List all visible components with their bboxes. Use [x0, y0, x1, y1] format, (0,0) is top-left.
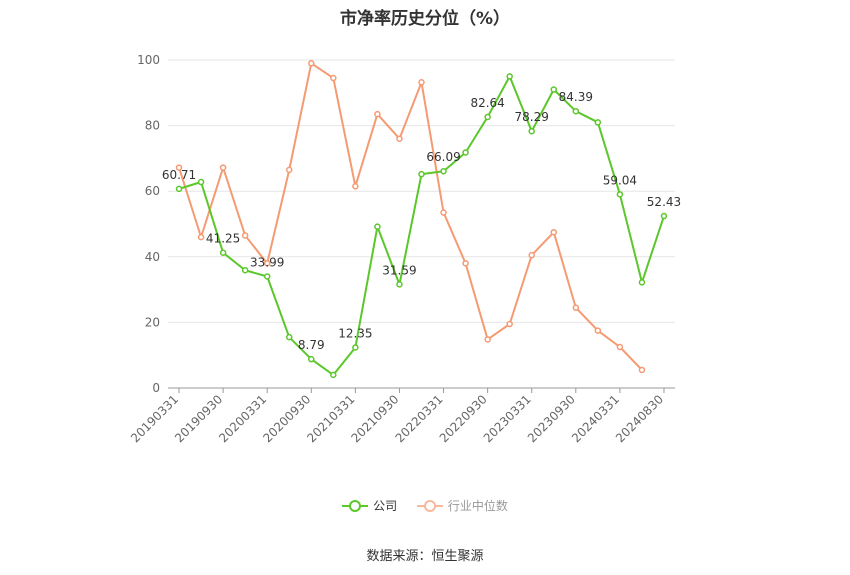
legend-label-industry-median: 行业中位数	[447, 499, 508, 513]
data-point	[175, 185, 183, 193]
data-point	[374, 223, 381, 230]
data-point	[506, 73, 513, 80]
data-point	[572, 304, 580, 311]
legend-swatch-industry-median	[416, 499, 443, 512]
data-source: 数据来源：恒生聚源	[366, 549, 484, 564]
data-label: 8.79	[298, 338, 325, 352]
data-label: 82.64	[470, 96, 504, 110]
y-tick-label: 80	[145, 119, 160, 133]
chart-title: 市净率历史分位（%）	[339, 9, 511, 29]
data-point	[308, 60, 315, 67]
data-point	[528, 127, 535, 135]
data-label: 60.71	[162, 168, 196, 182]
y-tick-label: 40	[145, 250, 160, 264]
series-line	[178, 62, 643, 371]
data-point	[352, 344, 359, 351]
data-point	[484, 336, 491, 343]
legend-swatch-company	[342, 499, 369, 512]
data-point	[638, 366, 646, 374]
data-label: 52.43	[647, 195, 681, 209]
data-point	[219, 164, 227, 171]
data-point	[219, 249, 227, 256]
data-point	[330, 371, 337, 379]
data-point	[440, 167, 447, 175]
data-label: 66.09	[426, 150, 460, 164]
data-point	[418, 170, 425, 178]
data-point	[175, 164, 183, 171]
data-point	[440, 209, 447, 216]
legend-item-industry-median[interactable]: 行业中位数	[416, 497, 508, 514]
data-point	[462, 149, 469, 156]
data-point	[594, 119, 602, 126]
data-point	[484, 113, 491, 121]
data-point	[506, 320, 513, 328]
series-line	[178, 75, 665, 376]
data-point	[418, 79, 425, 86]
grid-lines	[168, 59, 675, 323]
legend-item-company[interactable]: 公司	[342, 497, 397, 514]
x-axis: 2019033120190930202003312020093020210331…	[128, 387, 675, 445]
data-point	[572, 107, 580, 115]
data-label: 59.04	[603, 173, 637, 187]
data-point	[638, 279, 646, 286]
data-point	[352, 183, 359, 190]
y-tick-label: 60	[145, 184, 160, 198]
data-point	[285, 166, 293, 174]
data-point	[263, 260, 271, 267]
data-point	[197, 233, 205, 241]
data-point	[197, 178, 205, 186]
y-tick-label: 20	[145, 315, 160, 329]
data-point	[330, 74, 337, 82]
data-point	[528, 251, 535, 259]
x-tick-label: 20240830	[613, 392, 666, 445]
data-label: 33.99	[250, 256, 284, 270]
y-tick-label: 100	[137, 53, 160, 67]
data-point	[285, 333, 293, 341]
data-label: 12.35	[338, 326, 372, 340]
data-point	[241, 232, 249, 239]
data-point	[396, 281, 403, 288]
data-point	[241, 266, 249, 274]
y-axis: 0 20 40 60 80 100	[137, 53, 160, 395]
data-point	[550, 228, 558, 236]
data-point	[616, 343, 624, 351]
data-label: 84.39	[559, 90, 593, 104]
data-point	[374, 110, 381, 118]
data-point	[616, 191, 624, 198]
legend: 公司 行业中位数	[0, 497, 850, 515]
data-labels: 60.71 41.25 33.99 8.79 12.35 31.59 66.09 82.64 7…	[162, 90, 681, 352]
series-layer	[175, 60, 668, 379]
data-point	[594, 327, 602, 334]
data-point	[308, 355, 315, 363]
data-label: 41.25	[206, 232, 240, 246]
legend-label-company: 公司	[373, 499, 398, 513]
data-label: 31.59	[382, 263, 416, 277]
data-label: 78.29	[515, 110, 549, 124]
data-point	[396, 135, 403, 142]
y-tick-label: 0	[152, 381, 160, 395]
data-point	[263, 273, 271, 280]
data-point	[550, 86, 558, 93]
data-point	[660, 212, 668, 220]
data-point	[462, 260, 469, 267]
